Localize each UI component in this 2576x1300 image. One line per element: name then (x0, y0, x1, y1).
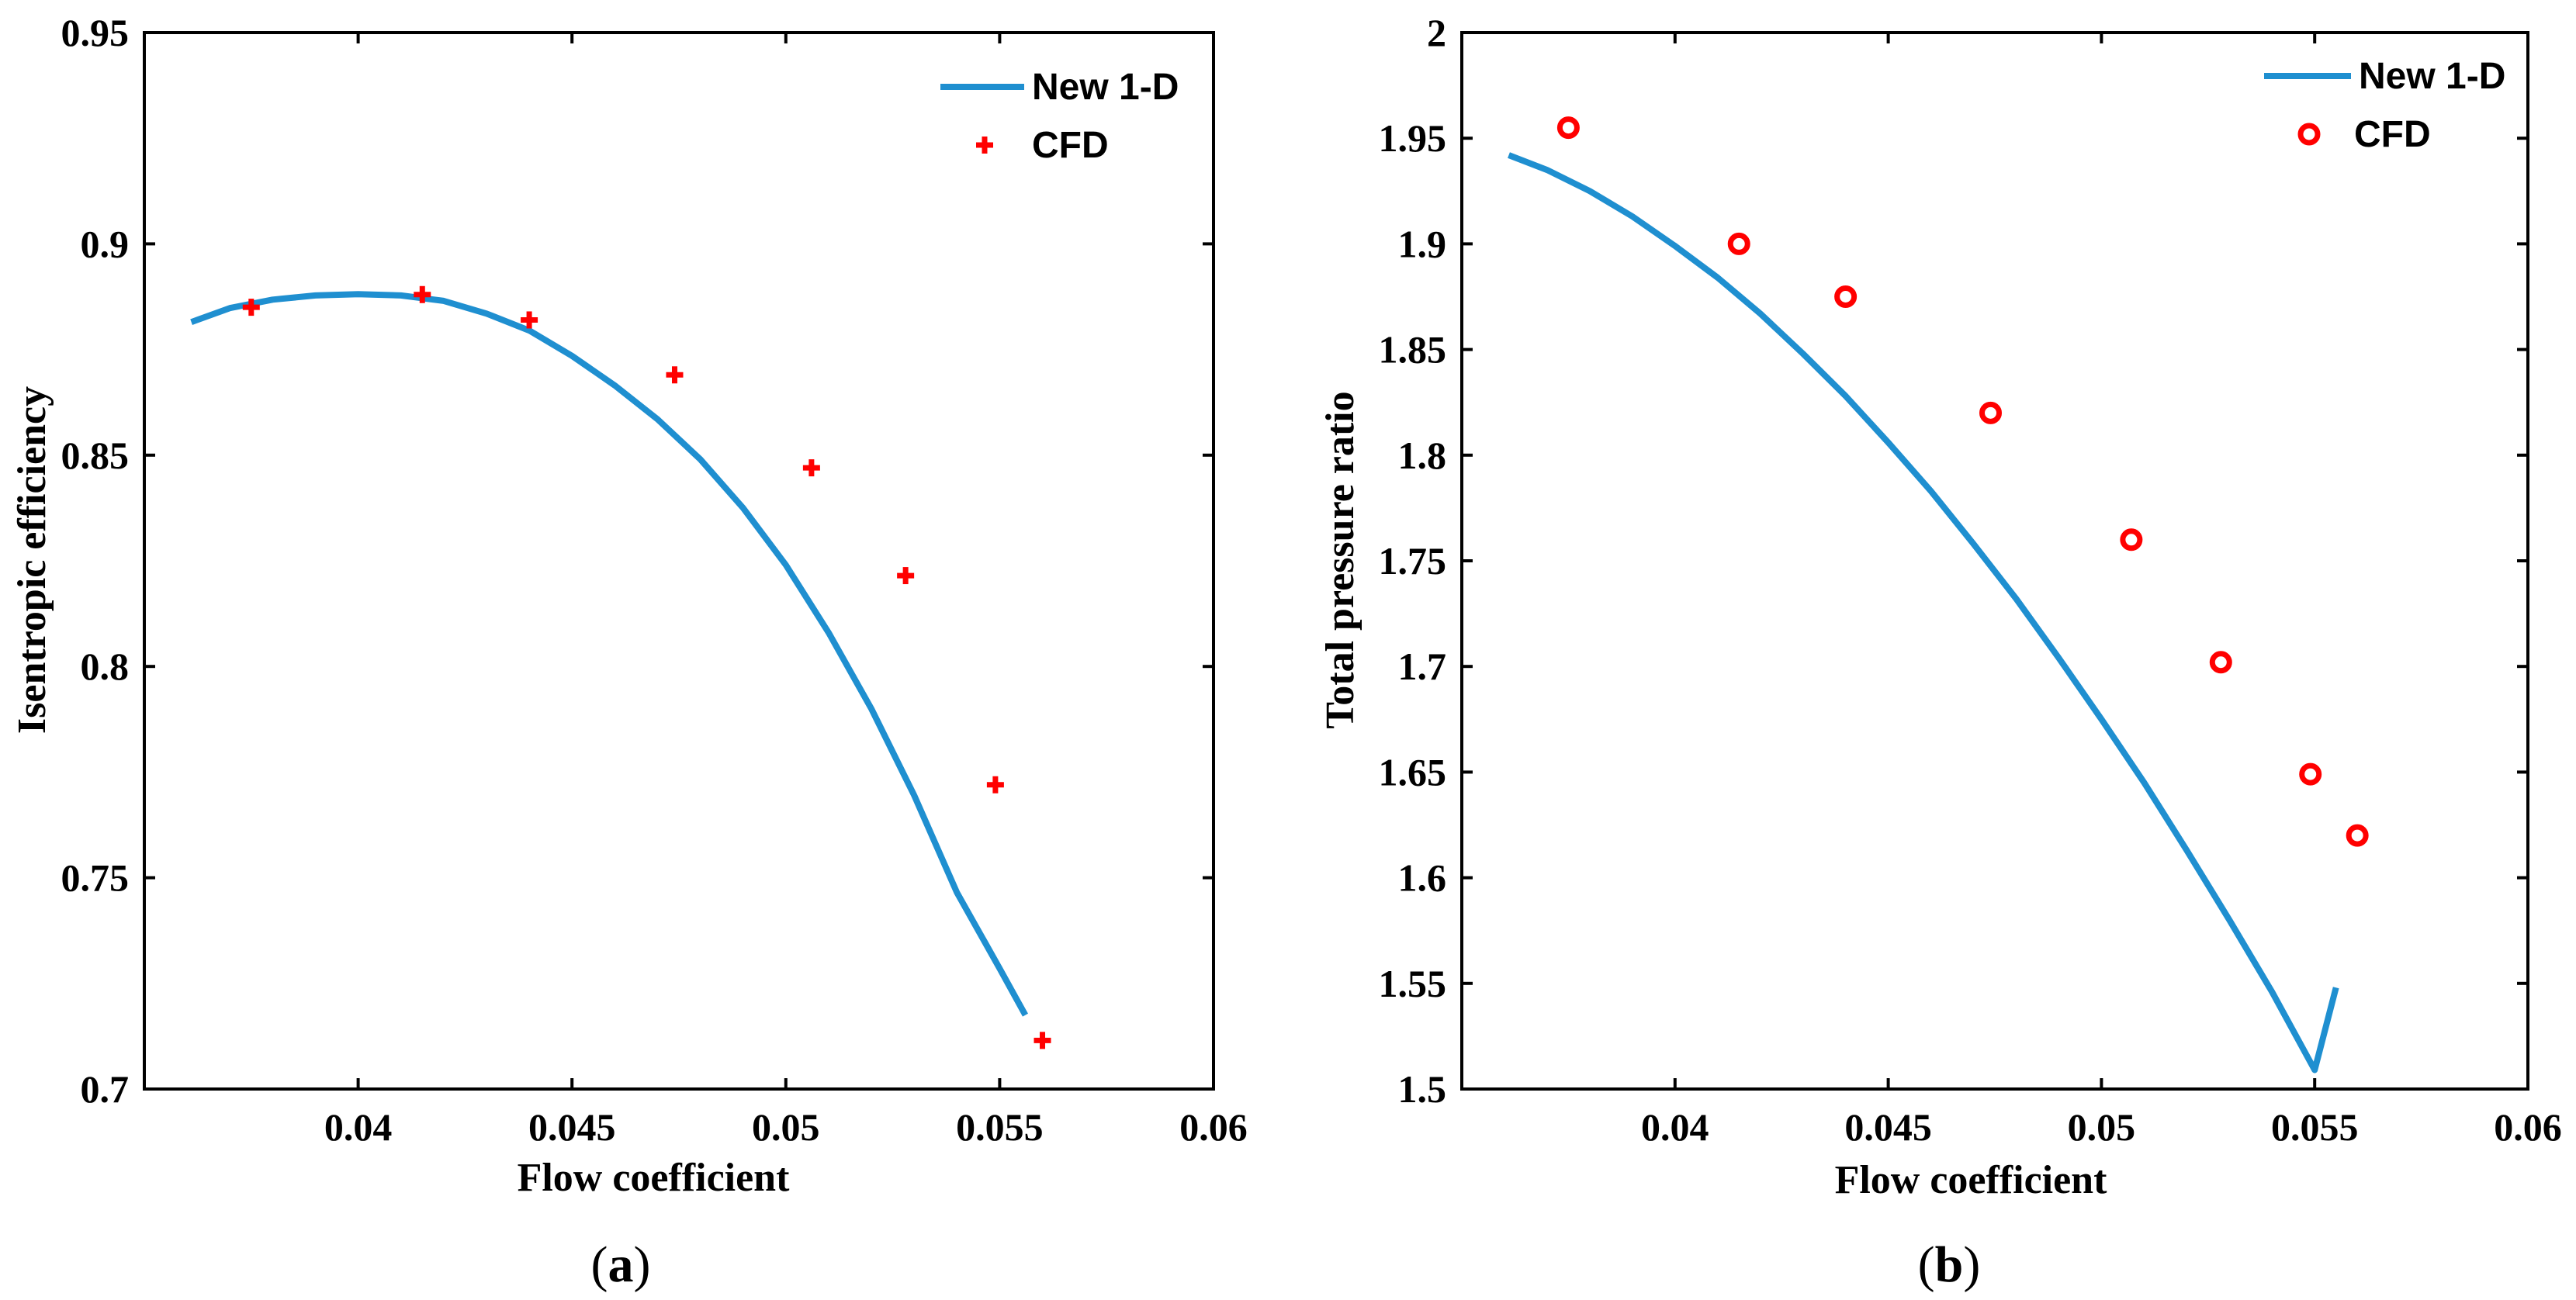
x-tick-label: 0.055 (2271, 1105, 2359, 1149)
cfd-data-point (802, 459, 820, 477)
panel-label-a: (a) (591, 1236, 651, 1293)
legend-label-cfd: CFD (2354, 114, 2431, 155)
series-new-1d-line (1508, 152, 2339, 1074)
x-tick-label: 0.05 (752, 1105, 820, 1149)
cfd-data-point (1556, 116, 1580, 140)
series-new-1d-line (190, 291, 1029, 1017)
legend-marker-circle (2297, 123, 2321, 146)
y-tick-label: 1.75 (1379, 539, 1447, 583)
y-tick-label: 1.55 (1379, 962, 1447, 1005)
y-tick-label: 0.7 (81, 1067, 130, 1111)
x-axis-label: Flow coefficient (1835, 1158, 2108, 1202)
legend: New 1-D CFD (940, 67, 1179, 166)
y-tick-label: 1.65 (1379, 750, 1447, 793)
y-axis-label: Isentropic efficiency (10, 386, 54, 734)
x-tick-label: 0.06 (2494, 1105, 2562, 1149)
cfd-data-point (2299, 762, 2322, 786)
y-tick-label: 1.7 (1398, 645, 1447, 688)
legend-label-new-1d: New 1-D (2359, 56, 2505, 97)
cfd-data-point (2120, 528, 2143, 551)
chart-panel-b: 0.04 0.045 0.05 0.055 0.06 1.5 1.55 1.6 1.65 1.7 1… (1318, 11, 2562, 1293)
x-tick-label: 0.045 (528, 1105, 616, 1149)
x-axis-label: Flow coefficient (518, 1156, 791, 1200)
cfd-data-point (666, 366, 684, 384)
x-tick-label: 0.04 (1641, 1105, 1709, 1149)
cfd-data-point (986, 776, 1004, 793)
cfd-data-point (2209, 651, 2232, 674)
x-tick-label: 0.06 (1179, 1105, 1248, 1149)
y-tick-label: 0.95 (61, 11, 130, 54)
x-tick-label: 0.05 (2068, 1105, 2136, 1149)
cfd-data-point (521, 311, 538, 329)
y-tick-label: 0.8 (81, 645, 130, 688)
cfd-data-point (1834, 285, 1858, 308)
y-tick-label: 1.85 (1379, 328, 1447, 372)
y-tick-label: 1.6 (1398, 856, 1447, 900)
y-tick-label: 2 (1427, 11, 1446, 54)
x-tick-label: 0.055 (956, 1105, 1044, 1149)
cfd-data-point (1034, 1032, 1051, 1049)
x-tick-label: 0.04 (324, 1105, 393, 1149)
legend-label-cfd: CFD (1032, 125, 1109, 166)
chart-panel-a: 0.04 0.045 0.05 0.055 0.06 0.7 0.75 0.8 0.85 0.9 0… (10, 11, 1248, 1293)
y-tick-label: 1.8 (1398, 434, 1447, 477)
y-axis-label: Total pressure ratio (1318, 391, 1362, 728)
panel-label-b: (b) (1918, 1236, 1981, 1293)
cfd-data-point (1979, 401, 2003, 424)
y-tick-label: 0.75 (61, 856, 130, 900)
legend-marker-plus (976, 137, 993, 154)
y-tick-label: 0.85 (61, 434, 130, 477)
plot-area-frame (143, 31, 1215, 1091)
legend: New 1-D CFD (2264, 56, 2505, 155)
legend-label-new-1d: New 1-D (1032, 67, 1179, 108)
x-tick-label: 0.045 (1844, 1105, 1932, 1149)
y-tick-label: 1.95 (1379, 116, 1447, 160)
cfd-data-point (414, 285, 431, 303)
y-tick-label: 1.9 (1398, 222, 1447, 265)
cfd-data-point (1727, 232, 1750, 255)
y-tick-label: 0.9 (81, 222, 130, 265)
cfd-data-point (242, 299, 260, 316)
cfd-data-point (897, 567, 915, 585)
y-tick-label: 1.5 (1398, 1067, 1447, 1111)
cfd-data-point (2346, 824, 2369, 847)
